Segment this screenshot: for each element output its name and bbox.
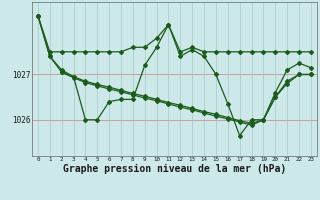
X-axis label: Graphe pression niveau de la mer (hPa): Graphe pression niveau de la mer (hPa) bbox=[63, 164, 286, 174]
